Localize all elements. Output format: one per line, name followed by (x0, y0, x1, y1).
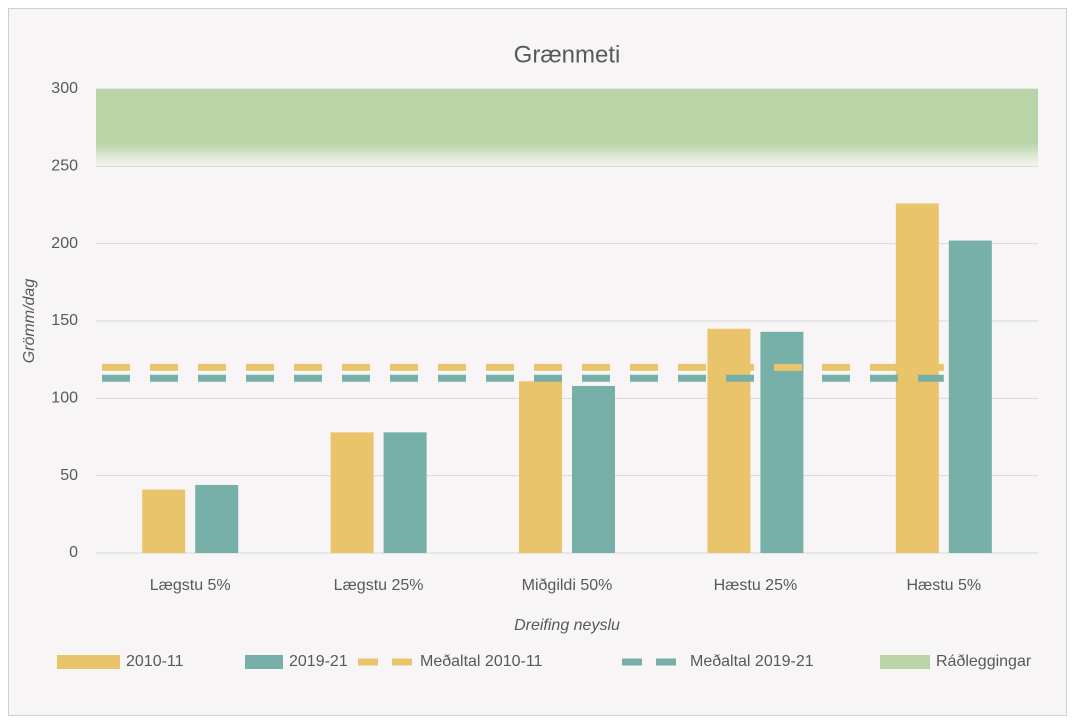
y-axis-label: Grömm/dag (21, 279, 38, 364)
bar (519, 381, 562, 553)
y-tick-label: 100 (51, 390, 78, 407)
y-tick-label: 150 (51, 312, 78, 329)
chart-title: Grænmeti (514, 41, 621, 68)
y-tick-label: 50 (60, 467, 78, 484)
bar (142, 489, 186, 553)
bar (707, 328, 751, 553)
x-tick-label: Lægstu 5% (150, 577, 231, 594)
x-tick-label: Lægstu 25% (334, 577, 424, 594)
y-tick-label: 300 (51, 80, 78, 97)
legend-label: 2010-11 (126, 653, 184, 670)
legend-label: Meðaltal 2010-11 (420, 653, 543, 670)
legend-label: Ráðleggingar (936, 653, 1032, 670)
legend-swatch (57, 655, 120, 669)
x-axis-label: Dreifing neyslu (514, 617, 620, 634)
legend-label: 2019-21 (289, 653, 348, 670)
bar (195, 484, 239, 553)
bar (383, 432, 427, 553)
bar (572, 385, 615, 553)
x-tick-label: Miðgildi 50% (522, 577, 613, 594)
legend-swatch (880, 655, 930, 669)
y-tick-label: 250 (51, 158, 78, 175)
legend-swatch (245, 655, 283, 669)
recommendation-band (96, 89, 1038, 167)
x-tick-label: Hæstu 5% (906, 577, 981, 594)
y-tick-label: 200 (51, 235, 78, 252)
legend-label: Meðaltal 2019-21 (690, 653, 814, 670)
x-tick-label: Hæstu 25% (714, 577, 798, 594)
y-tick-label: 0 (69, 544, 78, 561)
bar (330, 432, 374, 553)
bar (948, 240, 992, 553)
